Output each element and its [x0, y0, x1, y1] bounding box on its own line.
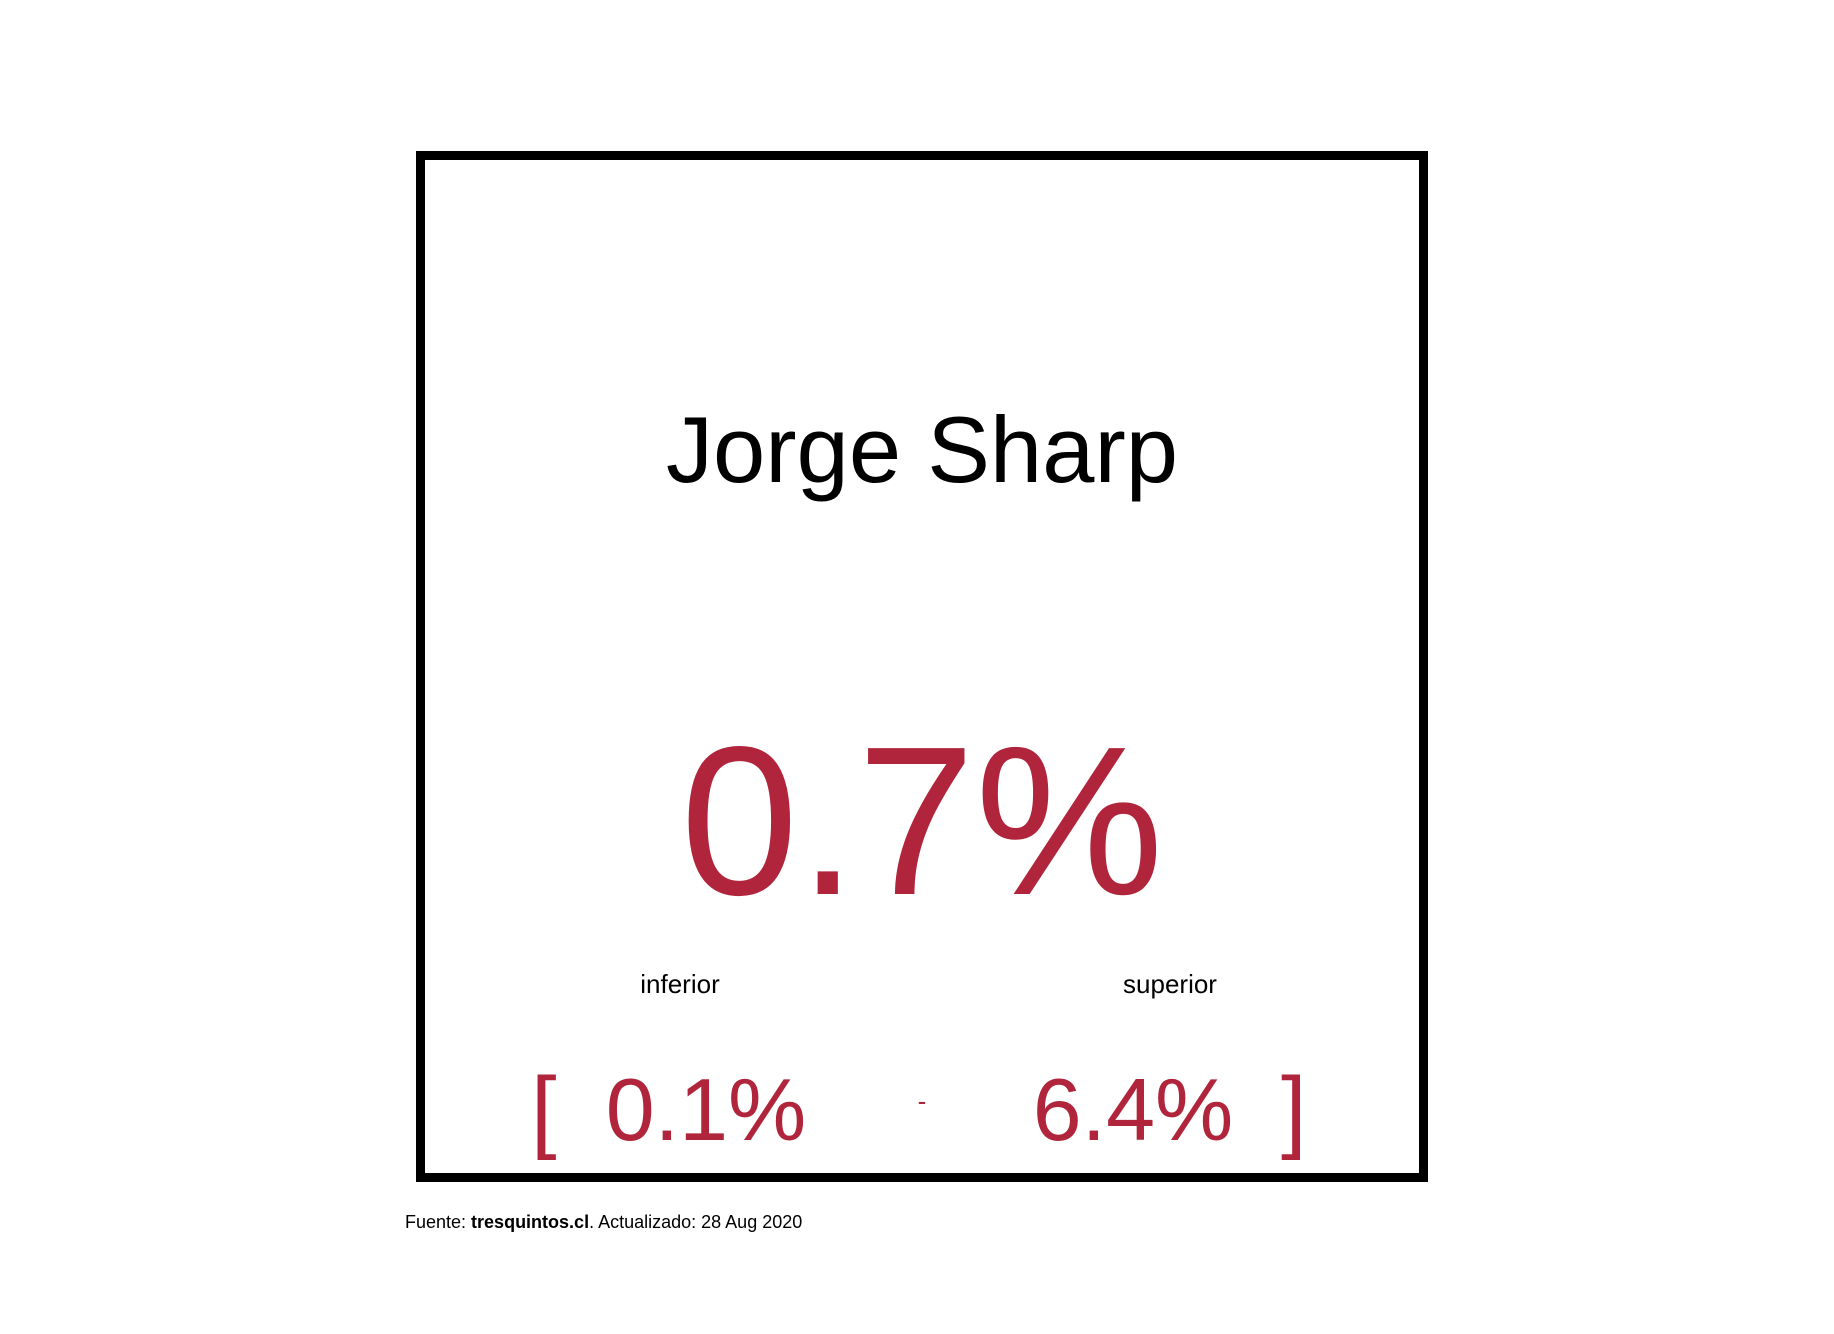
range-separator: -	[917, 1086, 927, 1116]
estimate-card: Jorge Sharp 0.7%	[416, 151, 1428, 1182]
updated-text: . Actualizado: 28 Aug 2020	[589, 1212, 803, 1232]
source-footer: Fuente: tresquintos.cl. Actualizado: 28 …	[405, 1213, 802, 1231]
lower-bound-value: 0.1%	[605, 1060, 807, 1159]
lower-bound-label: inferior	[640, 969, 720, 999]
open-bracket: [	[531, 1059, 557, 1161]
source-name: tresquintos.cl	[471, 1212, 590, 1232]
close-bracket: ]	[1281, 1059, 1307, 1161]
upper-bound-label: superior	[1123, 969, 1217, 999]
estimate-value: 0.7%	[680, 702, 1164, 939]
source-prefix: Fuente:	[405, 1212, 472, 1232]
candidate-name: Jorge Sharp	[665, 397, 1179, 502]
upper-bound-value: 6.4%	[1032, 1060, 1234, 1159]
